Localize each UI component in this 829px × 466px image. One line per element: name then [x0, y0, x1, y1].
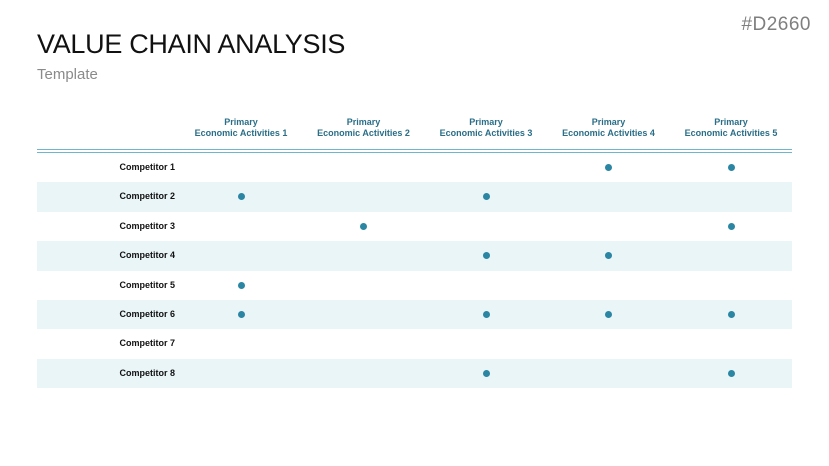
page-title: VALUE CHAIN ANALYSIS [37, 29, 346, 59]
dot-marker-icon [727, 222, 735, 230]
column-header-5: Primary Economic Activities 5 [670, 117, 792, 139]
row-label: Competitor 3 [119, 220, 175, 231]
row-label: Competitor 2 [119, 191, 175, 202]
column-header-line-2: Economic Activities 1 [194, 128, 288, 138]
row-label: Competitor 4 [119, 250, 175, 261]
table-row: Competitor 1 [37, 153, 792, 182]
column-header-line-1: Primary [469, 117, 503, 127]
header-divider [37, 149, 792, 153]
slide-id: #D2660 [741, 14, 811, 35]
dot-marker-icon [727, 310, 735, 318]
dot-marker-icon [482, 369, 490, 377]
dot-marker-icon [727, 164, 735, 171]
dot-marker-icon [237, 310, 245, 318]
table-row: Competitor 8 [37, 358, 792, 389]
dot-marker-icon [237, 193, 245, 201]
row-label: Competitor 8 [119, 367, 175, 378]
dot-marker-icon [482, 252, 490, 260]
dot-marker-icon [482, 193, 490, 201]
table-row: Competitor 6 [37, 299, 792, 330]
matrix-rows: Competitor 1 Competitor 2 Competitor 3 Comp… [37, 153, 792, 389]
table-row: Competitor 7 [37, 329, 792, 358]
row-label: Competitor 7 [119, 338, 175, 349]
table-row: Competitor 2 [37, 182, 792, 212]
row-label: Competitor 6 [119, 308, 175, 319]
column-header-line-1: Primary [591, 117, 626, 127]
column-header-1: Primary Economic Activities 1 [180, 117, 302, 139]
column-header-line-2: Economic Activities 3 [439, 128, 533, 138]
column-header-3: Primary Economic Activities 3 [425, 117, 547, 139]
table-row: Competitor 5 [37, 271, 792, 300]
column-header-line-2: Economic Activities 2 [317, 128, 410, 138]
column-header-line-1: Primary [346, 117, 381, 127]
matrix-header: Primary Economic Activities 1 Primary Econo… [37, 113, 792, 149]
dot-marker-icon [605, 310, 613, 318]
column-header-line-1: Primary [714, 117, 748, 127]
dot-marker-icon [605, 164, 613, 171]
dot-marker-icon [237, 281, 245, 289]
table-row: Competitor 4 [37, 241, 792, 271]
dot-marker-icon [605, 252, 613, 260]
dot-marker-icon [360, 222, 368, 230]
value-chain-matrix: Primary Economic Activities 1 Primary Econo… [37, 113, 792, 389]
column-header-4: Primary Economic Activities 4 [548, 117, 670, 139]
column-header-line-1: Primary [224, 117, 258, 127]
dot-marker-icon [727, 369, 735, 377]
page-subtitle: Template [37, 66, 98, 83]
row-label: Competitor 5 [119, 279, 175, 290]
column-header-2: Primary Economic Activities 2 [303, 117, 425, 139]
table-row: Competitor 3 [37, 212, 792, 241]
column-header-line-2: Economic Activities 4 [562, 128, 655, 138]
column-header-line-2: Economic Activities 5 [684, 128, 778, 138]
dot-marker-icon [482, 310, 490, 318]
row-label: Competitor 1 [119, 162, 175, 172]
